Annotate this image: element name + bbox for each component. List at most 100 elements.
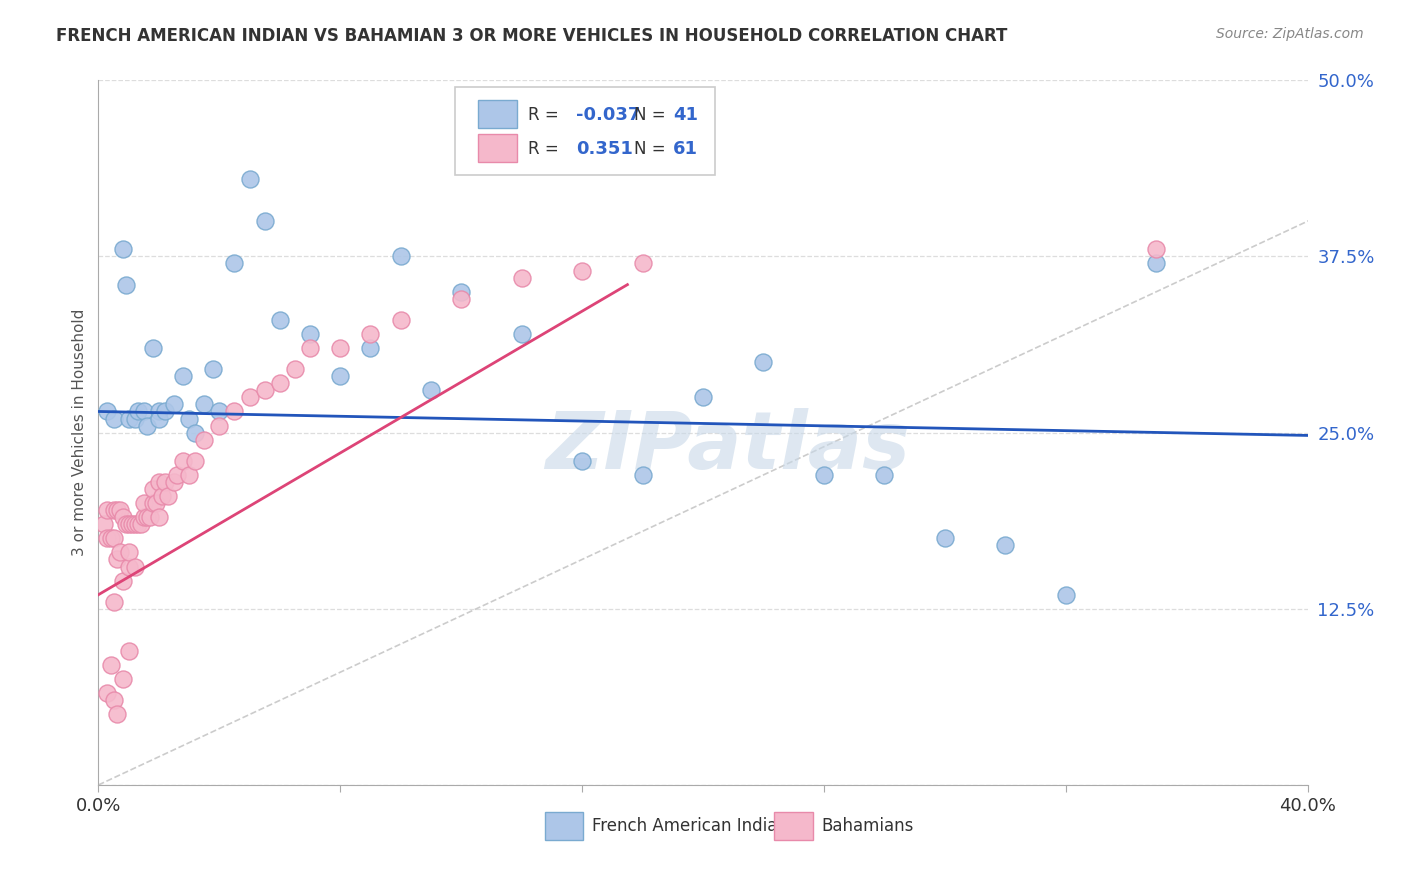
Point xyxy=(114,277,136,292)
Point xyxy=(269,376,291,391)
Point xyxy=(299,326,322,341)
FancyBboxPatch shape xyxy=(478,134,517,162)
Text: N =: N = xyxy=(634,106,665,124)
Text: 41: 41 xyxy=(672,106,697,124)
Point xyxy=(202,362,225,376)
Point xyxy=(153,404,176,418)
Point xyxy=(108,545,131,559)
Point xyxy=(96,503,118,517)
Point xyxy=(184,454,207,468)
Point xyxy=(105,552,128,566)
Point xyxy=(360,326,382,341)
Point xyxy=(135,510,157,524)
Point xyxy=(127,517,149,532)
Point xyxy=(142,496,165,510)
Point xyxy=(153,475,176,489)
Point xyxy=(148,510,170,524)
Point xyxy=(96,404,118,418)
Point xyxy=(172,369,194,384)
Point xyxy=(114,517,136,532)
Point xyxy=(692,391,714,405)
Point xyxy=(111,574,134,588)
Point xyxy=(142,482,165,496)
Point xyxy=(132,496,155,510)
Point xyxy=(208,418,231,433)
Point xyxy=(510,326,533,341)
Point xyxy=(166,467,188,482)
Text: 61: 61 xyxy=(672,140,697,158)
Point xyxy=(93,517,115,532)
Y-axis label: 3 or more Vehicles in Household: 3 or more Vehicles in Household xyxy=(72,309,87,557)
Text: Source: ZipAtlas.com: Source: ZipAtlas.com xyxy=(1216,27,1364,41)
Point xyxy=(139,510,162,524)
Point xyxy=(172,454,194,468)
Point xyxy=(135,418,157,433)
Point xyxy=(450,285,472,299)
Point xyxy=(124,517,146,532)
Point xyxy=(129,517,152,532)
Point xyxy=(571,454,593,468)
Point xyxy=(150,489,173,503)
Point xyxy=(118,411,141,425)
Point xyxy=(420,384,443,398)
Point xyxy=(127,404,149,418)
Point xyxy=(179,467,201,482)
Point xyxy=(100,658,122,673)
Point xyxy=(118,545,141,559)
Text: French American Indians: French American Indians xyxy=(592,817,796,835)
Point xyxy=(103,503,125,517)
FancyBboxPatch shape xyxy=(775,812,813,840)
Point xyxy=(193,397,215,411)
Point xyxy=(96,532,118,546)
Point xyxy=(329,369,352,384)
Point xyxy=(148,404,170,418)
Text: R =: R = xyxy=(527,140,558,158)
Point xyxy=(284,362,307,376)
Text: ZIPatlas: ZIPatlas xyxy=(544,408,910,486)
Text: N =: N = xyxy=(634,140,665,158)
Point xyxy=(100,532,122,546)
Point xyxy=(132,510,155,524)
Point xyxy=(253,384,276,398)
Point xyxy=(103,693,125,707)
Point xyxy=(111,243,134,257)
Point xyxy=(450,292,472,306)
Point xyxy=(145,496,167,510)
Point xyxy=(224,404,246,418)
Point xyxy=(111,673,134,687)
Point xyxy=(163,397,186,411)
Point xyxy=(269,313,291,327)
Point xyxy=(1144,256,1167,270)
Point xyxy=(224,256,246,270)
Point xyxy=(571,263,593,277)
Point xyxy=(121,517,143,532)
Point xyxy=(108,503,131,517)
Point xyxy=(510,270,533,285)
Point xyxy=(156,489,179,503)
FancyBboxPatch shape xyxy=(544,812,583,840)
Point xyxy=(329,341,352,355)
Point xyxy=(1144,243,1167,257)
FancyBboxPatch shape xyxy=(478,100,517,128)
Point xyxy=(1054,588,1077,602)
Point xyxy=(105,707,128,722)
Point xyxy=(163,475,186,489)
Point xyxy=(124,559,146,574)
Point xyxy=(96,686,118,700)
Point xyxy=(118,559,141,574)
Point xyxy=(299,341,322,355)
FancyBboxPatch shape xyxy=(456,87,716,176)
Point xyxy=(124,411,146,425)
Point xyxy=(873,467,896,482)
Point xyxy=(103,595,125,609)
Text: 0.351: 0.351 xyxy=(576,140,633,158)
Point xyxy=(105,503,128,517)
Text: Bahamians: Bahamians xyxy=(821,817,914,835)
Point xyxy=(631,256,654,270)
Point xyxy=(103,532,125,546)
Point xyxy=(103,411,125,425)
Text: FRENCH AMERICAN INDIAN VS BAHAMIAN 3 OR MORE VEHICLES IN HOUSEHOLD CORRELATION C: FRENCH AMERICAN INDIAN VS BAHAMIAN 3 OR … xyxy=(56,27,1008,45)
Point xyxy=(148,411,170,425)
Point xyxy=(239,391,262,405)
Point xyxy=(813,467,835,482)
